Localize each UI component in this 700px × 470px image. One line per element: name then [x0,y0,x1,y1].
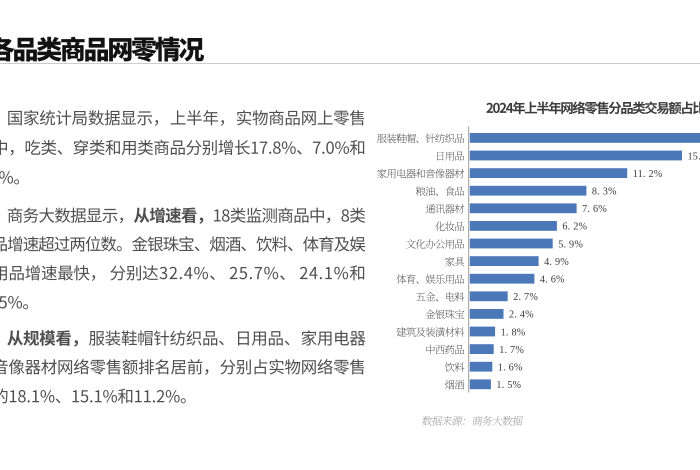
svg-text:7.6%: 7. 6% [582,204,607,215]
svg-text:2.4%: 2. 4% [509,310,534,321]
svg-text:1.8%: 1. 8% [501,327,526,338]
svg-text:4.9%: 4. 9% [544,257,569,268]
svg-text:1.5%: 1. 5% [496,380,521,391]
svg-text:4.6%: 4. 6% [540,275,565,286]
svg-text:15.1%: 15.1% [688,151,700,162]
svg-text:11.2%: 11. 2% [633,169,663,180]
svg-text:1.7%: 1. 7% [499,345,524,356]
svg-text:1.6%: 1. 6% [498,363,523,374]
svg-text:8.3%: 8. 3% [592,187,617,198]
svg-text:6.2%: 6. 2% [562,222,587,233]
svg-text:5.9%: 5. 9% [558,239,583,250]
svg-text:2.7%: 2. 7% [513,292,538,303]
